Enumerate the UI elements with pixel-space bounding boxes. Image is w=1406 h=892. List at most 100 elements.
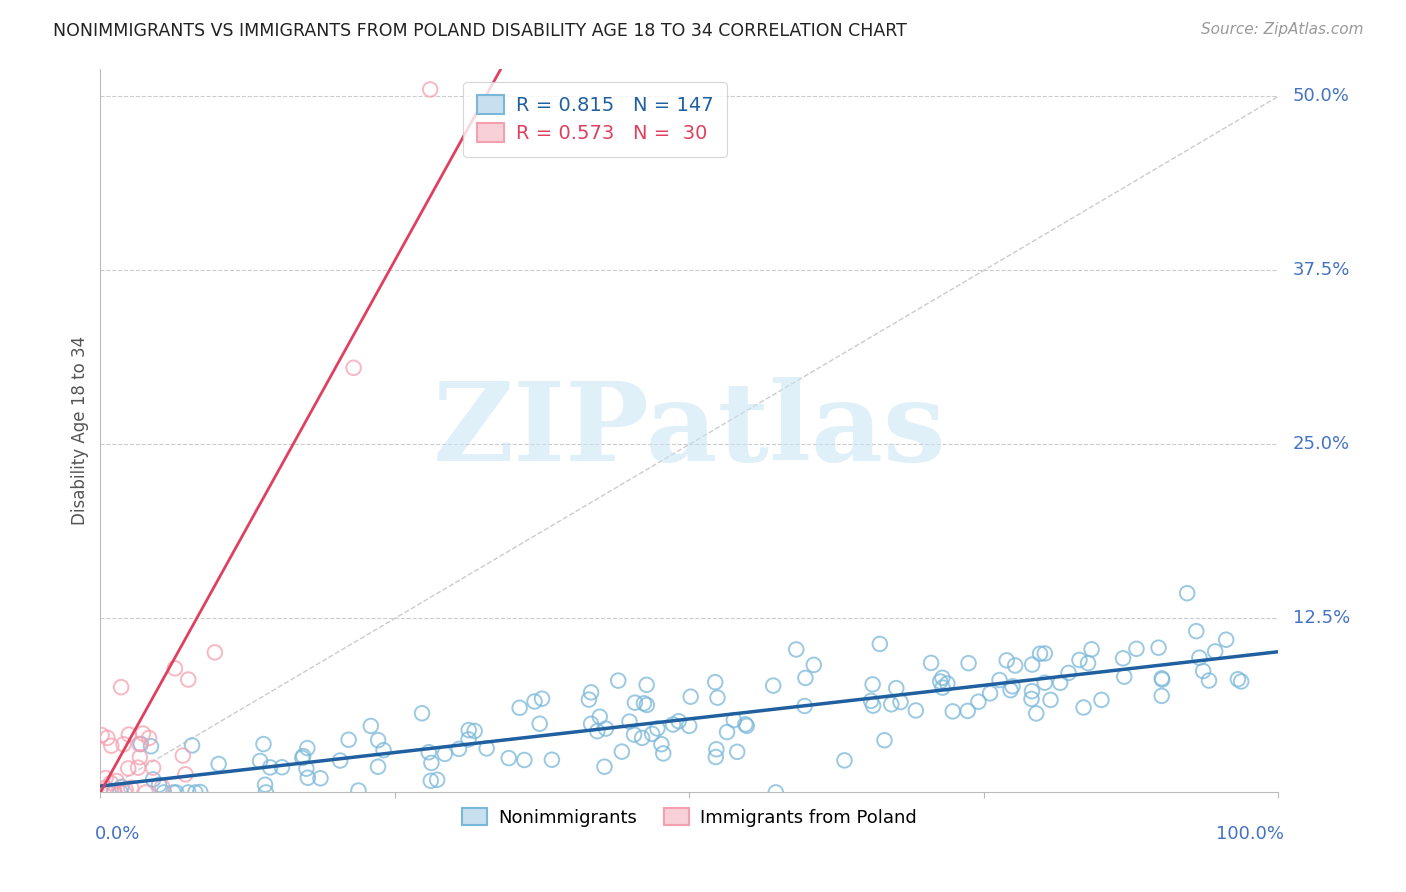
- Point: [142, 761, 165, 775]
- Point: [1077, 656, 1099, 670]
- Point: [420, 756, 443, 770]
- Point: [148, 778, 170, 792]
- Point: [259, 760, 281, 774]
- Point: [114, 782, 136, 797]
- Legend: Nonimmigrants, Immigrants from Poland: Nonimmigrants, Immigrants from Poland: [454, 801, 924, 834]
- Point: [860, 694, 883, 708]
- Point: [309, 772, 332, 786]
- Point: [589, 710, 612, 724]
- Point: [419, 82, 441, 96]
- Point: [329, 754, 352, 768]
- Point: [291, 751, 314, 765]
- Point: [150, 780, 173, 794]
- Point: [1150, 671, 1173, 685]
- Point: [1150, 689, 1173, 703]
- Point: [1039, 693, 1062, 707]
- Point: [531, 691, 554, 706]
- Point: [163, 661, 186, 675]
- Y-axis label: Disability Age 18 to 34: Disability Age 18 to 34: [72, 336, 89, 525]
- Point: [297, 741, 319, 756]
- Point: [90, 728, 112, 742]
- Point: [1114, 670, 1136, 684]
- Point: [723, 713, 745, 727]
- Point: [1080, 642, 1102, 657]
- Point: [181, 739, 204, 753]
- Point: [942, 705, 965, 719]
- Point: [884, 681, 907, 695]
- Point: [1021, 657, 1043, 672]
- Point: [110, 780, 132, 794]
- Point: [716, 725, 738, 739]
- Point: [297, 771, 319, 785]
- Point: [367, 760, 389, 774]
- Point: [105, 774, 128, 789]
- Point: [636, 678, 658, 692]
- Point: [529, 716, 551, 731]
- Point: [765, 785, 787, 799]
- Point: [433, 747, 456, 761]
- Point: [271, 760, 294, 774]
- Point: [920, 656, 942, 670]
- Point: [523, 694, 546, 708]
- Point: [367, 733, 389, 747]
- Point: [931, 681, 953, 695]
- Point: [735, 719, 758, 733]
- Point: [252, 737, 274, 751]
- Point: [188, 785, 211, 799]
- Point: [1000, 683, 1022, 698]
- Point: [112, 785, 135, 799]
- Point: [725, 745, 748, 759]
- Point: [762, 679, 785, 693]
- Point: [1049, 675, 1071, 690]
- Point: [249, 754, 271, 768]
- Point: [475, 741, 498, 756]
- Point: [1029, 647, 1052, 661]
- Point: [128, 737, 150, 751]
- Point: [662, 717, 685, 731]
- Point: [153, 785, 176, 799]
- Point: [120, 780, 142, 795]
- Point: [679, 690, 702, 704]
- Point: [208, 756, 231, 771]
- Point: [641, 727, 664, 741]
- Point: [1073, 700, 1095, 714]
- Point: [134, 785, 156, 799]
- Point: [785, 642, 807, 657]
- Point: [706, 690, 728, 705]
- Point: [956, 704, 979, 718]
- Point: [103, 785, 125, 799]
- Point: [1057, 665, 1080, 680]
- Point: [1198, 673, 1220, 688]
- Point: [967, 695, 990, 709]
- Point: [94, 780, 117, 795]
- Text: 25.0%: 25.0%: [1292, 435, 1350, 453]
- Point: [254, 778, 277, 792]
- Point: [979, 686, 1001, 700]
- Point: [1033, 675, 1056, 690]
- Point: [295, 762, 318, 776]
- Point: [347, 783, 370, 797]
- Point: [1175, 586, 1198, 600]
- Point: [1004, 658, 1026, 673]
- Point: [127, 761, 149, 775]
- Point: [869, 637, 891, 651]
- Point: [668, 714, 690, 729]
- Point: [862, 677, 884, 691]
- Point: [418, 745, 440, 759]
- Point: [100, 776, 122, 790]
- Point: [1152, 673, 1174, 687]
- Point: [457, 723, 479, 737]
- Point: [411, 706, 433, 721]
- Point: [447, 742, 470, 756]
- Point: [578, 692, 600, 706]
- Text: 12.5%: 12.5%: [1292, 609, 1350, 627]
- Point: [457, 732, 479, 747]
- Text: ZIPatlas: ZIPatlas: [433, 377, 946, 484]
- Text: 37.5%: 37.5%: [1292, 261, 1350, 279]
- Point: [1021, 684, 1043, 698]
- Point: [177, 673, 200, 687]
- Point: [1192, 664, 1215, 678]
- Point: [104, 785, 127, 799]
- Point: [142, 772, 165, 787]
- Point: [138, 731, 160, 745]
